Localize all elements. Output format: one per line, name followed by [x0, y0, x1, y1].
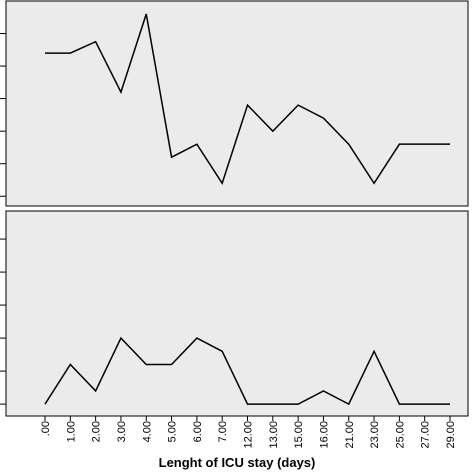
x-tick-label: 5.00 — [167, 421, 179, 442]
plot-area — [5, 210, 469, 417]
x-tick-label: 25.00 — [394, 421, 406, 449]
x-tick-label: 16.00 — [318, 421, 330, 449]
x-tick-label: 29.00 — [445, 421, 457, 449]
x-tick-label: 23.00 — [369, 421, 381, 449]
x-tick-label: .00 — [40, 421, 52, 436]
x-tick-label: 12.00 — [243, 421, 255, 449]
x-tick-label: 1.00 — [65, 421, 77, 442]
x-tick-label: 4.00 — [141, 421, 153, 442]
x-axis-title: Lenght of ICU stay (days) — [159, 455, 316, 470]
x-tick-label: 6.00 — [192, 421, 204, 442]
x-tick-label: 3.00 — [116, 421, 128, 442]
x-tick-label: 21.00 — [344, 421, 356, 449]
plot-area — [5, 0, 469, 207]
line — [44, 336, 450, 406]
x-tick-label: 13.00 — [268, 421, 280, 449]
x-tick-label: 15.00 — [293, 421, 305, 449]
line — [45, 13, 450, 185]
x-tick-label: 7.00 — [217, 421, 229, 442]
x-tick-label: 27.00 — [420, 421, 432, 449]
x-tick-label: 2.00 — [91, 421, 103, 442]
